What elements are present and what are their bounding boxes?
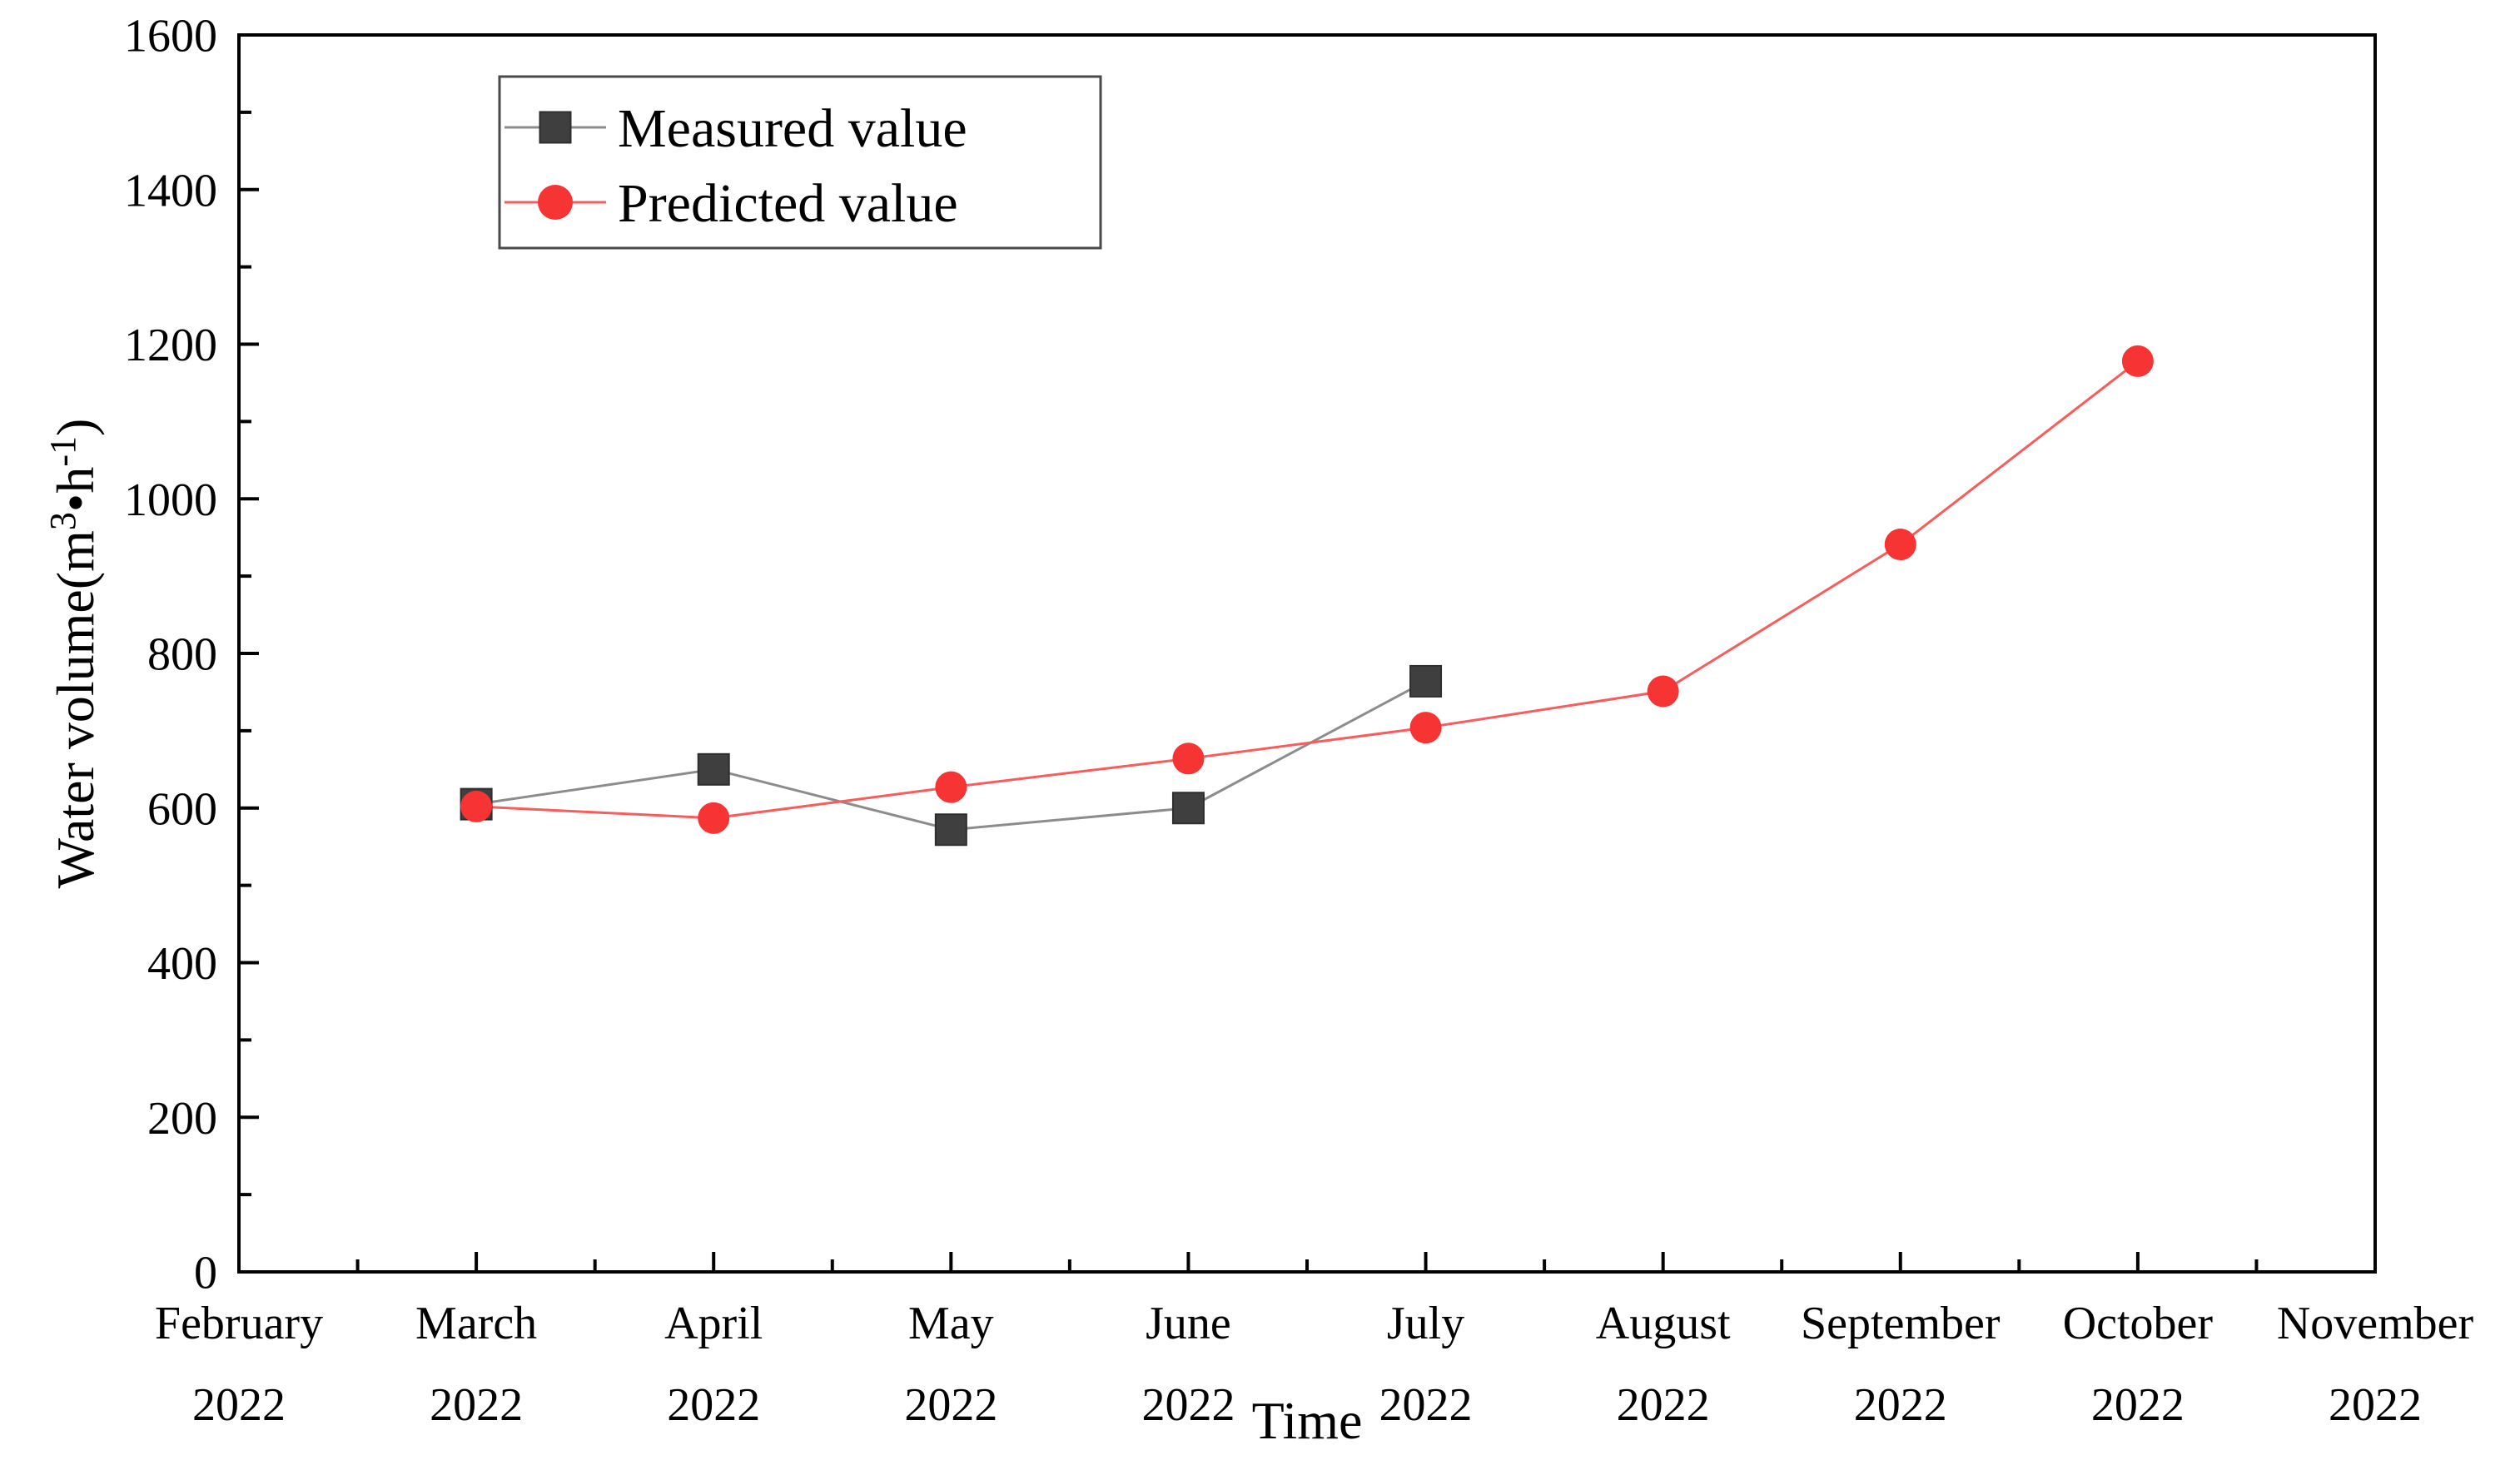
y-tick-label: 1000 — [124, 474, 217, 526]
predicted-data-point — [1172, 742, 1205, 775]
y-axis-title: Water volume(m3•h-1) — [42, 419, 105, 889]
x-tick-label-year: 2022 — [1379, 1379, 1473, 1431]
measured-data-point — [934, 813, 967, 847]
predicted-data-point — [1409, 712, 1442, 744]
y-axis-title-text: ) — [46, 419, 105, 436]
x-tick-label-year: 2022 — [904, 1379, 997, 1431]
x-tick-label-year: 2022 — [1617, 1379, 1710, 1431]
x-tick-label-month: July — [1387, 1298, 1464, 1349]
predicted-data-point — [935, 771, 967, 803]
legend-square-marker-icon — [539, 111, 572, 144]
y-tick-label: 800 — [147, 629, 217, 681]
predicted-series-line — [476, 360, 2139, 820]
x-tick-label-year: 2022 — [2091, 1379, 2184, 1431]
plot-frame — [237, 33, 2377, 1274]
axis-tick-labels: 0 200 400 600 800 1000 1200 1400 1600 February 202… — [124, 11, 2474, 1431]
predicted-data-point — [1647, 675, 1679, 708]
y-tick-label: 600 — [147, 783, 217, 835]
x-tick-label-month: August — [1596, 1298, 1731, 1349]
legend-label: Predicted value — [618, 173, 958, 234]
y-tick-label: 1600 — [124, 11, 217, 62]
x-tick-label-month: February — [155, 1298, 323, 1349]
measured-data-point — [1171, 792, 1205, 825]
x-tick-label-year: 2022 — [430, 1379, 523, 1431]
legend-item: Predicted value — [504, 173, 958, 234]
predicted-data-point — [1884, 529, 1916, 561]
x-tick-label-month: October — [2063, 1298, 2214, 1349]
y-tick-label: 0 — [194, 1248, 217, 1299]
predicted-data-point — [460, 790, 493, 822]
legend-item: Measured value — [504, 98, 967, 159]
x-axis-title: Time — [1252, 1391, 1363, 1450]
measured-data-point — [697, 752, 730, 786]
predicted-data-point — [698, 802, 730, 834]
measured-data-point — [1409, 664, 1443, 698]
legend-box — [498, 75, 1102, 250]
y-tick-label: 400 — [147, 938, 217, 990]
axis-ticks — [241, 110, 2259, 1270]
x-tick-label-month: November — [2277, 1298, 2474, 1349]
y-axis-title-superscript: 3 — [42, 512, 83, 530]
series-markers — [460, 345, 2154, 847]
x-tick-label-month: June — [1146, 1298, 1231, 1349]
x-tick-label-month: March — [415, 1298, 537, 1349]
legend-circle-marker-icon — [538, 185, 573, 220]
y-axis-title-text: Water volume(m — [46, 530, 105, 888]
x-tick-label-year: 2022 — [2329, 1379, 2422, 1431]
y-axis-title-text: •h — [46, 467, 105, 512]
legend-label: Measured value — [618, 98, 967, 159]
y-tick-label: 200 — [147, 1093, 217, 1145]
y-tick-label: 1400 — [124, 165, 217, 216]
x-tick-label-year: 2022 — [192, 1379, 286, 1431]
x-tick-label-year: 2022 — [1854, 1379, 1947, 1431]
x-tick-label-month: September — [1801, 1298, 2001, 1349]
x-tick-label-year: 2022 — [667, 1379, 760, 1431]
x-tick-label-month: April — [664, 1298, 763, 1349]
predicted-data-point — [2121, 345, 2154, 377]
x-tick-label-year: 2022 — [1141, 1379, 1235, 1431]
legend: Measured value Predicted value — [498, 75, 1102, 250]
x-tick-label-month: May — [908, 1298, 994, 1349]
y-axis-title-superscript: -1 — [42, 436, 83, 467]
y-tick-label: 1200 — [124, 320, 217, 371]
